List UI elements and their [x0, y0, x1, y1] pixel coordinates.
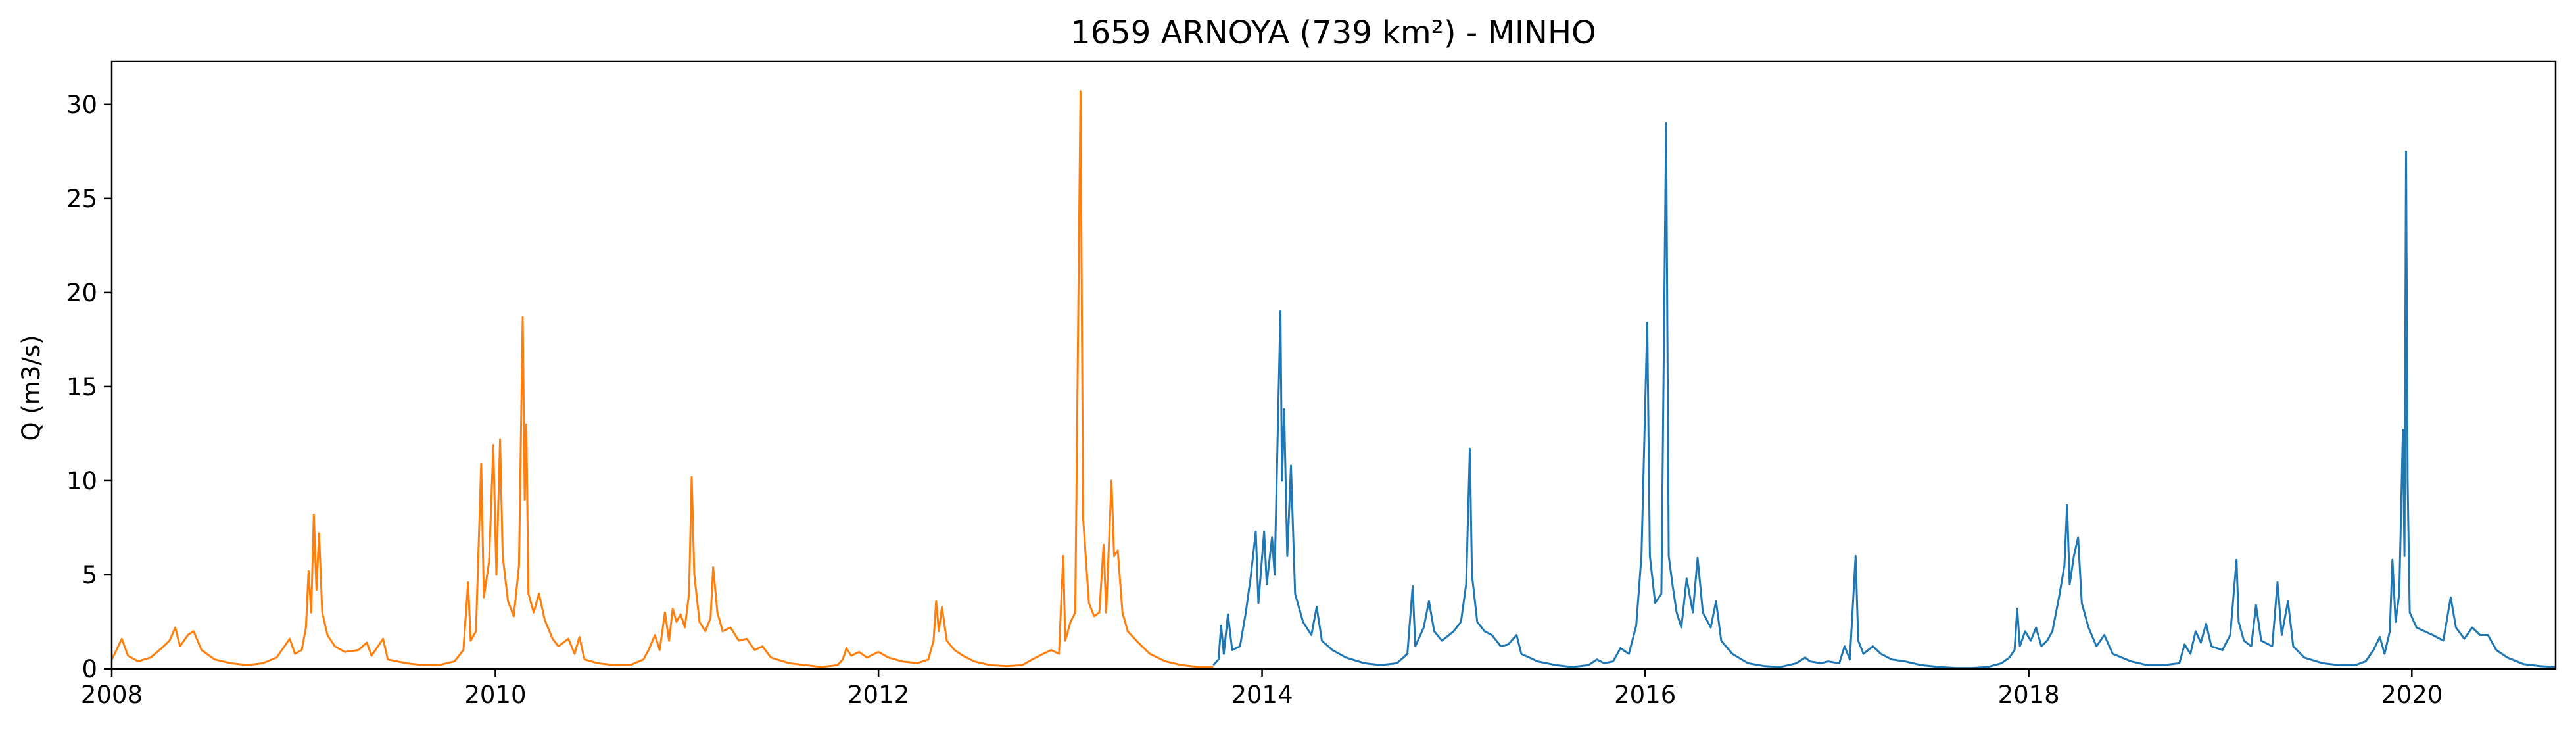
x-axis: 2008 2010 2012 2014 2016 2018 2020 — [81, 669, 2443, 709]
series-line-0 — [110, 90, 1214, 668]
x-tick-label: 2016 — [1614, 681, 1676, 709]
series-line-1 — [1212, 122, 2556, 670]
x-tick-label: 2012 — [847, 681, 909, 709]
y-tick-label: 5 — [82, 561, 97, 589]
y-axis: 0 5 10 15 20 25 30 — [66, 91, 112, 683]
y-tick-label: 30 — [66, 91, 97, 119]
plot-frame — [110, 60, 2557, 670]
x-tick-label: 2020 — [2381, 681, 2443, 709]
y-tick-label: 25 — [66, 185, 97, 213]
y-tick-label: 0 — [82, 655, 97, 683]
y-tick-label: 15 — [66, 373, 97, 401]
chart-title: 1659 ARNOYA (739 km²) - MINHO — [1070, 14, 1596, 51]
x-tick-label: 2010 — [464, 681, 526, 709]
y-tick-label: 20 — [66, 279, 97, 307]
x-tick-label: 2014 — [1231, 681, 1293, 709]
plot-area: 2008 2010 2012 2014 2016 2018 2020 0 5 10 15 20 25 3… — [66, 60, 2557, 709]
y-tick-label: 10 — [66, 467, 97, 495]
series-layer — [110, 90, 2556, 670]
y-axis-label: Q (m3/s) — [17, 335, 45, 441]
x-tick-label: 2018 — [1998, 681, 2060, 709]
x-tick-label: 2008 — [81, 681, 143, 709]
